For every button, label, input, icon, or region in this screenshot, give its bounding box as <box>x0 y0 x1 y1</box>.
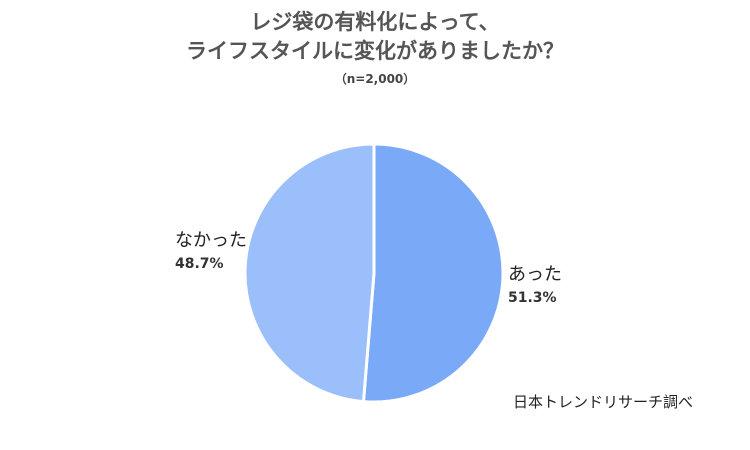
title-line-1: レジ袋の有料化によって、 <box>250 10 500 34</box>
title-line-2: ライフスタイルに変化がありましたか？ <box>186 39 564 63</box>
slice-label-nakatta: なかった 48.7% <box>175 229 247 275</box>
slice-name-atta: あった <box>508 264 562 285</box>
pie-slice-atta <box>361 142 505 404</box>
slice-name-nakatta: なかった <box>175 230 247 251</box>
chart-title: レジ袋の有料化によって、 ライフスタイルに変化がありましたか？ （n=2,000… <box>0 8 750 90</box>
slice-value-atta: 51.3% <box>508 290 557 306</box>
sample-size-subtitle: （n=2,000） <box>334 72 416 86</box>
slice-value-nakatta: 48.7% <box>175 256 224 272</box>
pie-slice-nakatta <box>243 142 376 404</box>
slice-label-atta: あった 51.3% <box>508 263 562 309</box>
source-note: 日本トレンドリサーチ調べ <box>513 393 694 411</box>
